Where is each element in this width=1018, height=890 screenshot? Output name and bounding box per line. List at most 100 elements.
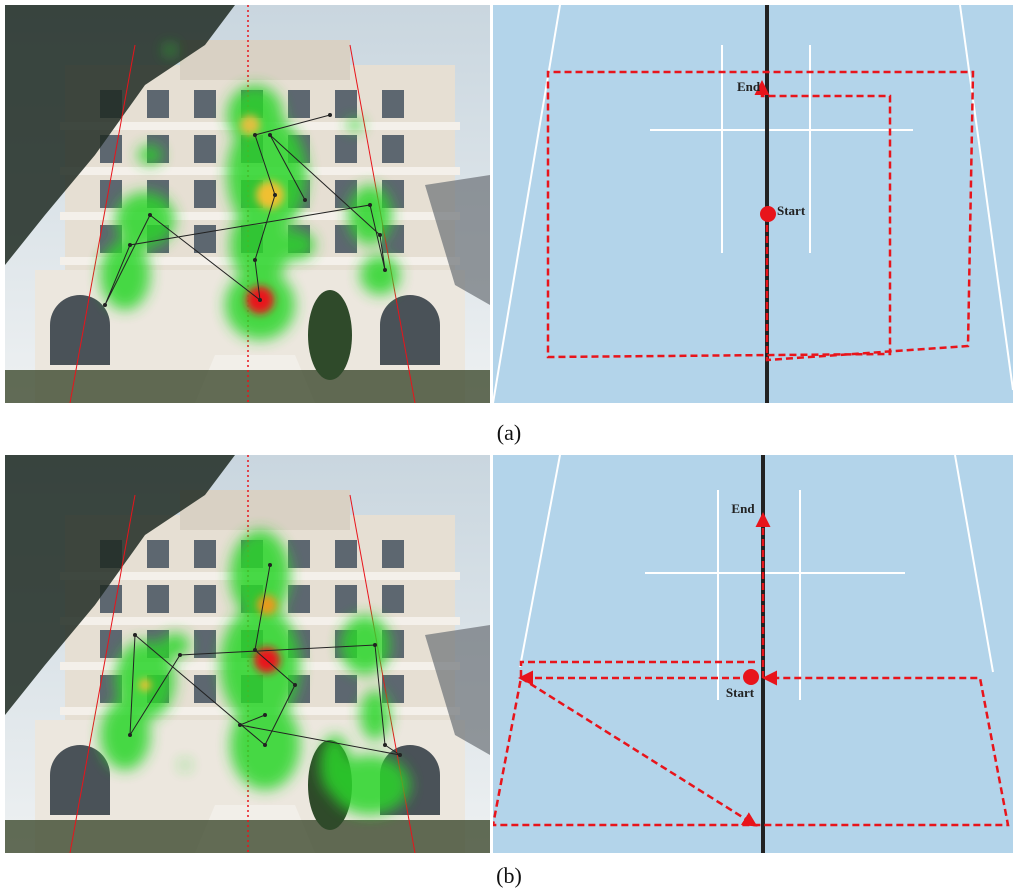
heat-blob xyxy=(100,700,150,770)
window xyxy=(194,630,216,658)
start-point xyxy=(743,669,759,685)
fixation xyxy=(398,753,402,757)
fixation xyxy=(383,268,387,272)
heat-blob xyxy=(275,230,315,260)
heat-blob xyxy=(320,735,350,795)
path-diagram: Start End xyxy=(493,455,1013,853)
fixation xyxy=(253,133,257,137)
window xyxy=(194,90,216,118)
fixation xyxy=(258,298,262,302)
heat-spot xyxy=(257,595,277,615)
window xyxy=(147,585,169,613)
window xyxy=(288,540,310,568)
scan-path xyxy=(520,676,758,827)
fixation xyxy=(373,643,377,647)
heatmap-photo xyxy=(5,5,490,403)
heat-blob xyxy=(348,185,392,245)
window xyxy=(194,540,216,568)
window xyxy=(147,90,169,118)
heat-blob xyxy=(160,633,190,657)
window xyxy=(382,90,404,118)
tree xyxy=(425,175,490,305)
scan-path xyxy=(546,70,975,362)
window xyxy=(382,135,404,163)
heat-spot xyxy=(240,115,260,135)
heat-blob xyxy=(165,45,175,55)
fixation xyxy=(328,113,332,117)
heat-blob xyxy=(115,192,175,248)
window xyxy=(335,675,357,703)
fixation xyxy=(178,653,182,657)
tree xyxy=(5,455,235,715)
window xyxy=(147,540,169,568)
guide-line xyxy=(69,494,136,853)
window xyxy=(335,540,357,568)
window xyxy=(194,675,216,703)
heat-blob xyxy=(100,240,150,310)
window xyxy=(100,630,122,658)
fixation xyxy=(303,198,307,202)
heat-blob xyxy=(138,145,162,165)
start-label: Start xyxy=(726,685,755,700)
heat-blob xyxy=(230,530,290,620)
heat-blob xyxy=(360,690,390,740)
window xyxy=(288,90,310,118)
fixation xyxy=(263,713,267,717)
diagram-bg xyxy=(493,5,1013,403)
end-label: End xyxy=(737,79,761,94)
fixation xyxy=(238,723,242,727)
arch-window xyxy=(380,295,440,365)
shrub xyxy=(308,290,352,380)
window xyxy=(382,540,404,568)
window xyxy=(100,180,122,208)
fixation xyxy=(368,203,372,207)
fixation xyxy=(148,213,152,217)
heat-blob xyxy=(360,255,400,295)
scan-path xyxy=(493,660,1010,827)
heat-blob xyxy=(181,761,189,769)
window xyxy=(100,585,122,613)
fixation xyxy=(378,233,382,237)
fixation xyxy=(268,563,272,567)
caption: (a) xyxy=(497,420,521,445)
fixation xyxy=(383,743,387,747)
window xyxy=(335,90,357,118)
fixation xyxy=(128,243,132,247)
window xyxy=(335,135,357,163)
white-line xyxy=(954,455,994,673)
fixation xyxy=(128,733,132,737)
white-line xyxy=(959,5,1013,391)
fixation xyxy=(103,303,107,307)
arch-window xyxy=(50,745,110,815)
fixation xyxy=(253,648,257,652)
heat-blob xyxy=(347,119,363,131)
window xyxy=(194,585,216,613)
guide-line xyxy=(69,44,136,403)
window xyxy=(194,180,216,208)
fixation xyxy=(263,743,267,747)
heat-spot xyxy=(139,679,151,691)
caption: (b) xyxy=(496,863,522,888)
window xyxy=(382,585,404,613)
start-label: Start xyxy=(777,203,806,218)
window xyxy=(288,585,310,613)
start-point xyxy=(760,206,776,222)
heat-blob xyxy=(330,755,410,815)
fixation xyxy=(268,133,272,137)
path-diagram: Start End xyxy=(493,5,1013,403)
heat-spot xyxy=(256,181,284,209)
window xyxy=(100,135,122,163)
window xyxy=(335,585,357,613)
window xyxy=(382,675,404,703)
arch-window xyxy=(50,295,110,365)
heat-blob xyxy=(227,115,307,235)
fixation xyxy=(133,633,137,637)
end-label: End xyxy=(731,501,755,516)
gaze-path xyxy=(129,564,401,756)
window xyxy=(335,225,357,253)
tree xyxy=(5,5,235,265)
roof xyxy=(180,490,350,530)
diagram-bg xyxy=(493,455,1013,853)
